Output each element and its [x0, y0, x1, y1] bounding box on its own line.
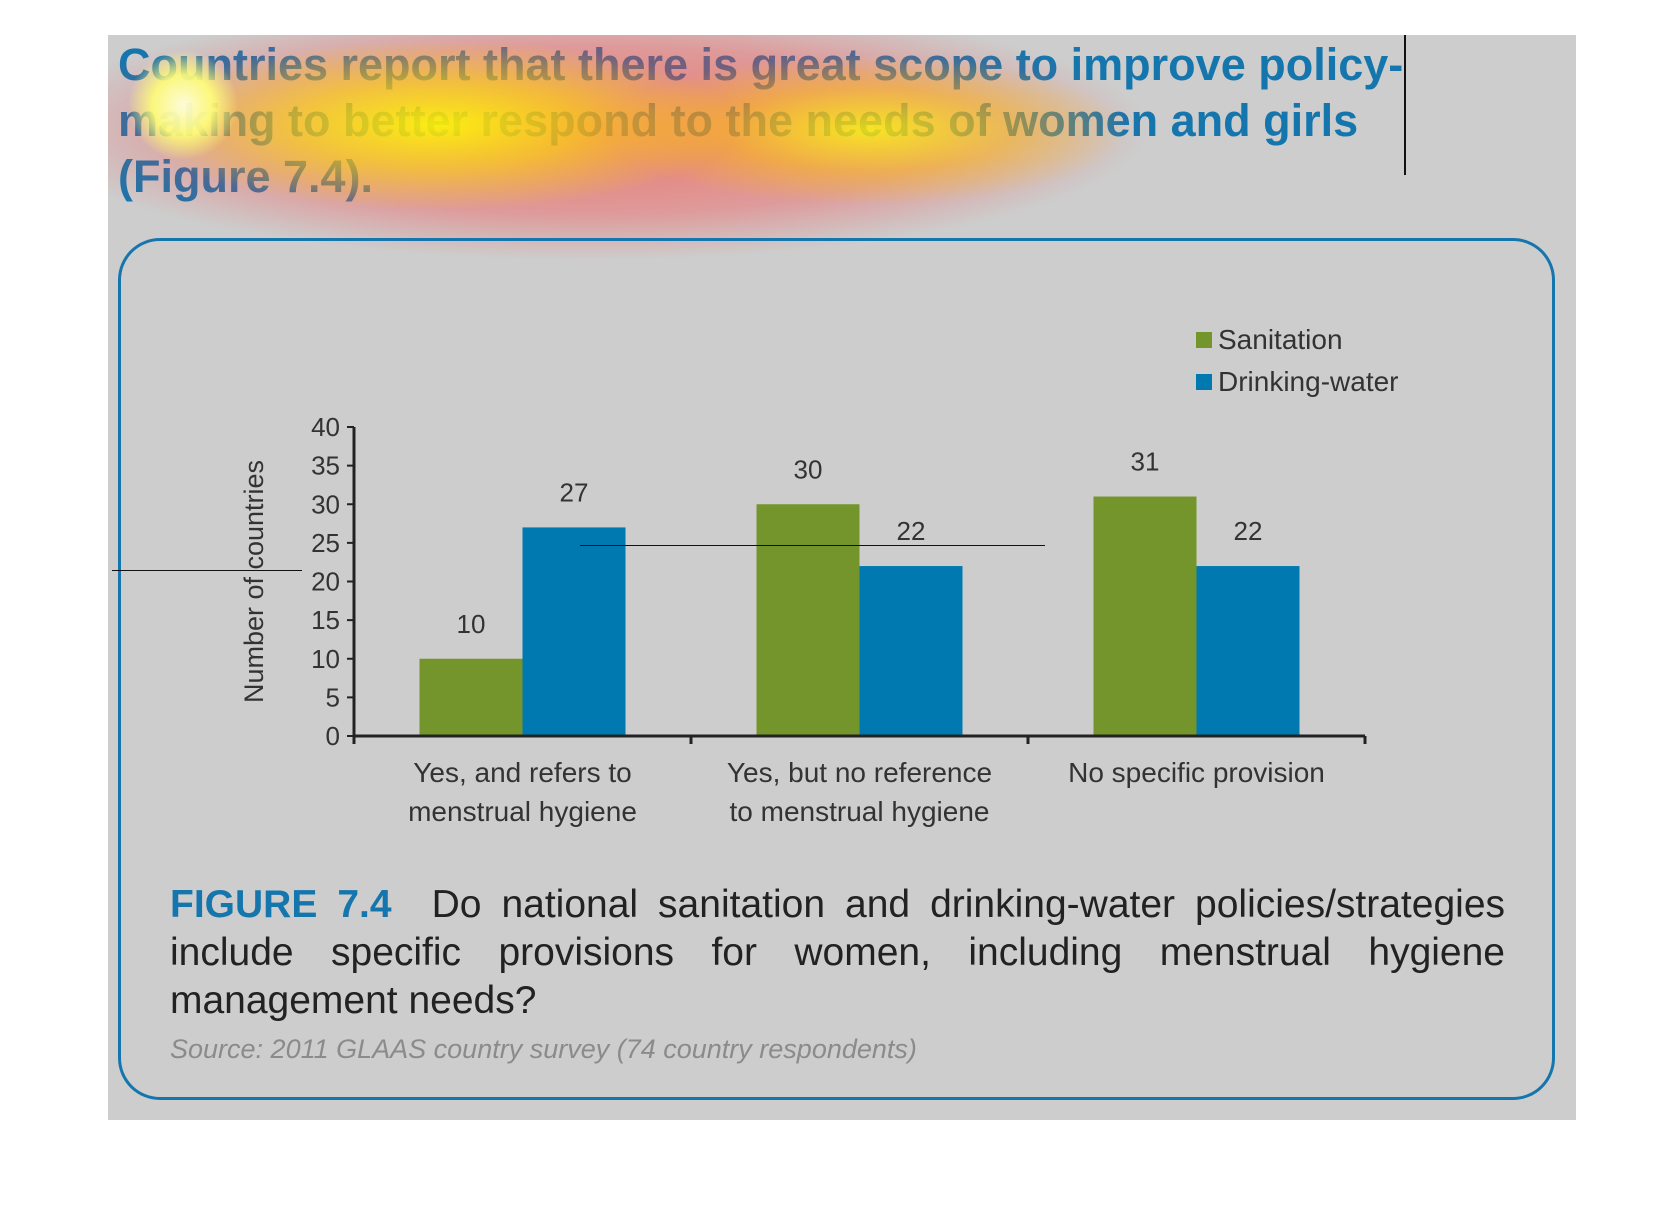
bar-value-label: 27	[560, 477, 589, 507]
x-category-label: Yes, and refers to	[413, 757, 631, 788]
bar-sanitation	[756, 504, 860, 736]
y-tick-label: 5	[326, 682, 340, 712]
figure-caption-text: Do national sanitation and drinking-wate…	[170, 883, 1506, 1022]
y-tick-label: 30	[311, 489, 340, 519]
y-tick-label: 0	[326, 721, 340, 751]
figure-caption: FIGURE 7.4 Do national sanitation and dr…	[170, 881, 1505, 1025]
figure-label: FIGURE 7.4	[170, 883, 392, 926]
figure-box: 0 5 10 15 20 25 30 35 40 Number of countries 10 27 Y…	[118, 238, 1555, 1100]
y-axis-label: Number of countries	[239, 460, 269, 703]
bar-sanitation	[1093, 496, 1197, 736]
bar-drinking-water	[522, 527, 626, 736]
bar-drinking-water	[859, 566, 963, 736]
legend-label: Drinking-water	[1218, 366, 1399, 397]
bar-sanitation	[419, 658, 523, 736]
figure-source: Source: 2011 GLAAS country survey (74 co…	[170, 1034, 917, 1064]
y-tick-label: 10	[311, 644, 340, 674]
x-category-label: to menstrual hygiene	[730, 796, 990, 827]
bar-value-label: 10	[457, 609, 486, 639]
x-category-label: No specific provision	[1068, 757, 1325, 788]
headline: Countries report that there is great sco…	[118, 39, 1404, 202]
y-tick-label: 35	[311, 451, 340, 481]
bar-chart: 0 5 10 15 20 25 30 35 40 Number of countries 10 27 Y…	[239, 324, 1399, 827]
x-category-label: menstrual hygiene	[408, 796, 637, 827]
legend-label: Sanitation	[1218, 324, 1343, 355]
y-tick-label: 40	[311, 412, 340, 442]
report-panel: Countries report that there is great sco…	[108, 35, 1576, 1120]
y-tick-label: 25	[311, 528, 340, 558]
bar-drinking-water	[1196, 566, 1300, 736]
bar-value-label: 22	[1234, 516, 1263, 546]
annotation-line	[580, 545, 1045, 546]
bar-value-label: 22	[897, 516, 926, 546]
y-tick-label: 15	[311, 605, 340, 635]
bar-value-label: 31	[1131, 447, 1160, 477]
legend-swatch-drinking-water	[1196, 374, 1212, 390]
text-cursor	[1404, 35, 1406, 175]
bar-value-label: 30	[794, 454, 823, 484]
annotation-line	[112, 570, 302, 571]
x-category-label: Yes, but no reference	[727, 757, 992, 788]
legend-swatch-sanitation	[1196, 332, 1212, 348]
y-tick-label: 20	[311, 567, 340, 597]
